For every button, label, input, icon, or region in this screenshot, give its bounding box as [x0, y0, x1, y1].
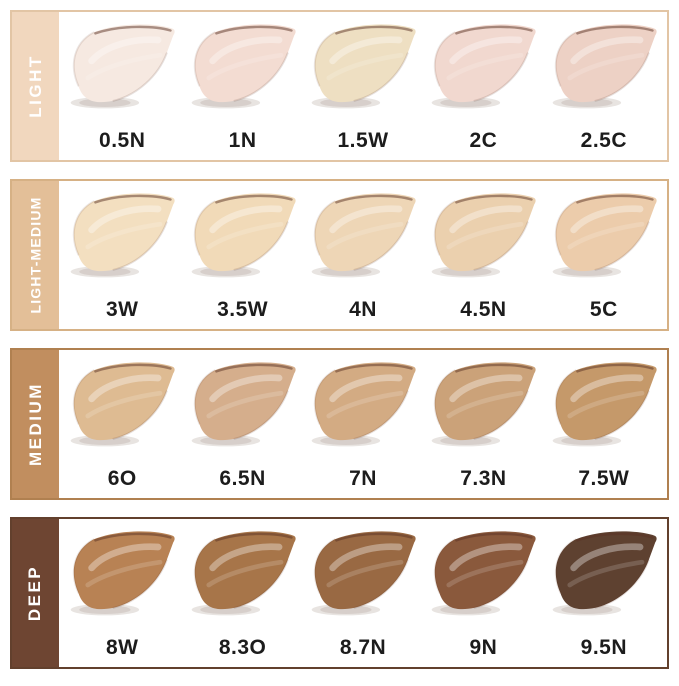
foundation-smear-8-7n	[311, 531, 416, 616]
foundation-smear-3-5w	[191, 193, 296, 278]
foundation-smear-8-3o	[191, 531, 296, 616]
shade-cell-2-5c: 2.5C	[544, 12, 664, 160]
foundation-smear-4-5n	[432, 193, 537, 278]
foundation-smear-6-5n	[191, 362, 296, 447]
shade-cell-0-5n: 0.5N	[62, 12, 182, 160]
shade-cell-8-3o: 8.3O	[182, 519, 302, 667]
shade-name-label-9n: 9N	[469, 636, 498, 659]
row-label-medium: MEDIUM	[25, 382, 45, 466]
shade-name-label-0-5n: 0.5N	[99, 129, 146, 152]
foundation-smear-7n	[311, 362, 416, 447]
shade-name-label-4-5n: 4.5N	[460, 298, 507, 321]
foundation-smear-7-5w	[552, 362, 657, 447]
shade-cell-7n: 7N	[303, 350, 423, 498]
shade-name-label-7-3n: 7.3N	[460, 467, 507, 490]
shade-name-label-2c: 2C	[469, 129, 498, 152]
shade-name-label-2-5c: 2.5C	[580, 129, 627, 152]
foundation-smear-1-5w	[311, 24, 416, 109]
foundation-smear-3w	[70, 193, 175, 278]
shade-name-label-3-5w: 3.5W	[217, 298, 269, 321]
shade-row-light-medium: LIGHT-MEDIUM 3W 3.5W	[10, 179, 669, 331]
swatch-cells: 8W 8.3O 8.7N	[59, 519, 667, 667]
shade-cell-8w: 8W	[62, 519, 182, 667]
foundation-smear-8w	[70, 531, 175, 616]
shade-cell-4-5n: 4.5N	[423, 181, 543, 329]
shade-chart: LIGHT 0.5N 1N	[10, 10, 669, 686]
foundation-smear-9n	[432, 531, 537, 616]
foundation-smear-1n	[191, 24, 296, 109]
foundation-smear-5c	[552, 193, 657, 278]
shade-name-label-8-3o: 8.3O	[218, 636, 267, 659]
shade-cell-4n: 4N	[303, 181, 423, 329]
shade-cell-6o: 6O	[62, 350, 182, 498]
foundation-smear-7-3n	[432, 362, 537, 447]
shade-row-deep: DEEP 8W 8.3O	[10, 517, 669, 669]
shade-cell-5c: 5C	[544, 181, 664, 329]
shade-cell-9-5n: 9.5N	[544, 519, 664, 667]
shade-cell-6-5n: 6.5N	[182, 350, 302, 498]
foundation-smear-6o	[70, 362, 175, 447]
foundation-smear-4n	[311, 193, 416, 278]
row-label-light: LIGHT	[25, 54, 45, 118]
foundation-smear-9-5n	[552, 531, 657, 616]
row-label-strip-deep: DEEP	[12, 519, 59, 667]
row-label-strip-medium: MEDIUM	[12, 350, 59, 498]
shade-name-label-6-5n: 6.5N	[219, 467, 266, 490]
shade-cell-1-5w: 1.5W	[303, 12, 423, 160]
shade-name-label-5c: 5C	[589, 298, 618, 321]
swatch-cells: 3W 3.5W 4N	[59, 181, 667, 329]
shade-cell-8-7n: 8.7N	[303, 519, 423, 667]
foundation-smear-0-5n	[70, 24, 175, 109]
shade-name-label-4n: 4N	[349, 298, 377, 321]
shade-name-label-1n: 1N	[228, 129, 257, 152]
shade-cell-7-5w: 7.5W	[544, 350, 664, 498]
swatch-cells: 0.5N 1N 1.5W	[59, 12, 667, 160]
shade-name-label-1-5w: 1.5W	[337, 129, 389, 152]
shade-name-label-6o: 6O	[107, 467, 137, 490]
swatch-cells: 6O 6.5N 7N	[59, 350, 667, 498]
row-label-strip-light-medium: LIGHT-MEDIUM	[12, 181, 59, 329]
shade-cell-3-5w: 3.5W	[182, 181, 302, 329]
shade-cell-9n: 9N	[423, 519, 543, 667]
shade-cell-3w: 3W	[62, 181, 182, 329]
shade-name-label-8-7n: 8.7N	[339, 636, 387, 659]
row-label-strip-light: LIGHT	[12, 12, 59, 160]
shade-cell-1n: 1N	[182, 12, 302, 160]
shade-name-label-8w: 8W	[105, 636, 139, 659]
foundation-smear-2c	[432, 24, 537, 109]
foundation-smear-2-5c	[552, 24, 657, 109]
shade-name-label-7-5w: 7.5W	[578, 467, 630, 490]
shade-name-label-7n: 7N	[349, 467, 377, 490]
shade-cell-2c: 2C	[423, 12, 543, 160]
row-label-light-medium: LIGHT-MEDIUM	[27, 196, 44, 314]
shade-name-label-9-5n: 9.5N	[580, 636, 627, 659]
shade-row-medium: MEDIUM 6O 6.5N	[10, 348, 669, 500]
shade-row-light: LIGHT 0.5N 1N	[10, 10, 669, 162]
row-label-deep: DEEP	[25, 564, 45, 622]
shade-cell-7-3n: 7.3N	[423, 350, 543, 498]
shade-name-label-3w: 3W	[105, 298, 139, 321]
